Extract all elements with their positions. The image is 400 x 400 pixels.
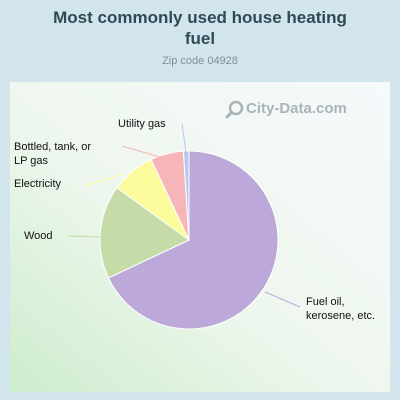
slice-label: Electricity (14, 178, 62, 190)
slice-label: Fuel oil, kerosene, etc. (306, 296, 375, 322)
pie-slice-wood[interactable] (99, 186, 190, 279)
chart-title: Most commonly used house heating fuel (0, 7, 400, 49)
chart-title-line-1: Most commonly used house heating (53, 8, 347, 27)
search-icon (225, 100, 244, 119)
slice-label: Wood (24, 230, 53, 242)
leader-line (181, 123, 187, 153)
pie-chart: City-Data.com Fuel oil, kerosene, etc. Woo… (10, 82, 390, 392)
chart-panel: City-Data.com Fuel oil, kerosene, etc. Woo… (10, 82, 390, 392)
pie-slice-fuel-oil-kerosene-etc[interactable] (107, 150, 279, 330)
watermark: City-Data.com (225, 100, 347, 119)
leader-line (83, 173, 123, 187)
leader-line (121, 145, 161, 158)
chart-title-line-2: fuel (184, 29, 216, 48)
leader-line (67, 235, 103, 238)
leader-line (264, 291, 301, 308)
slice-label: Bottled, tank, or LP gas (14, 141, 91, 167)
chart-subtitle: Zip code 04928 (162, 55, 238, 67)
watermark-text: City-Data.com (246, 100, 347, 117)
slice-label: Utility gas (118, 118, 166, 130)
